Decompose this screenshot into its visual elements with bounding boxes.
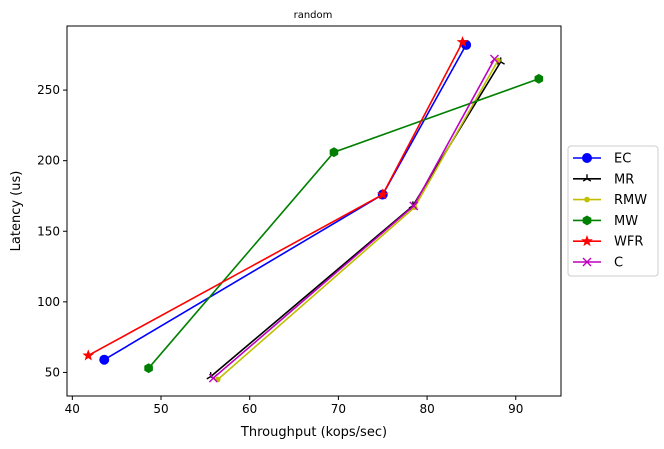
x-axis-ticks: 40 50 60 70 80 90 (65, 396, 523, 416)
y-tick-label: 50 (45, 365, 60, 379)
legend-label: WFR (614, 235, 643, 250)
y-axis-ticks: 50 100 150 200 250 (37, 83, 67, 379)
x-tick-label: 70 (331, 402, 346, 416)
y-tick-label: 250 (37, 83, 60, 97)
legend-marker (584, 196, 590, 203)
legend-item-ec: EC (573, 152, 631, 167)
legend-item-wfr: WFR (573, 235, 643, 250)
legend-item-rmw: RMW (573, 193, 647, 208)
data-point (376, 188, 389, 200)
x-tick-label: 60 (242, 402, 257, 416)
y-tick-label: 100 (37, 295, 60, 309)
data-point (534, 73, 544, 84)
legend-marker (582, 153, 592, 163)
x-tick-label: 40 (65, 402, 80, 416)
legend-label: MW (614, 214, 638, 229)
legend-marker (582, 257, 592, 267)
data-point (329, 147, 339, 158)
legend-label: RMW (614, 193, 647, 208)
data-point (208, 373, 218, 383)
data-point (82, 349, 95, 361)
y-tick-label: 150 (37, 224, 60, 238)
data-point (409, 201, 419, 211)
x-tick-label: 80 (419, 402, 434, 416)
legend-marker (582, 215, 592, 226)
plot-area: 40 50 60 70 80 90 50 100 150 200 250 (37, 25, 562, 416)
legend-label: EC (614, 152, 631, 167)
legend: EC MR RMW MW WFR C (567, 145, 659, 277)
legend-marker (582, 174, 592, 182)
y-axis-label: Latency (us) (9, 171, 24, 252)
chart-title: random (294, 10, 333, 21)
legend-item-mw: MW (573, 214, 638, 229)
legend-item-c: C (573, 256, 623, 271)
x-tick-label: 90 (508, 402, 523, 416)
series-c (208, 54, 499, 383)
y-tick-label: 200 (37, 154, 60, 168)
data-point (489, 54, 499, 64)
legend-item-mr: MR (573, 172, 634, 187)
legend-label: C (614, 256, 623, 271)
legend-label: MR (614, 172, 634, 187)
data-point (456, 35, 469, 48)
x-axis-label: Throughput (kops/sec) (240, 425, 387, 440)
series-layer (82, 35, 544, 383)
x-tick-label: 50 (153, 402, 168, 416)
data-point (99, 354, 110, 365)
legend-marker (581, 235, 593, 247)
legend-frame (567, 145, 659, 277)
data-point (144, 363, 153, 374)
series-wfr (82, 35, 469, 361)
